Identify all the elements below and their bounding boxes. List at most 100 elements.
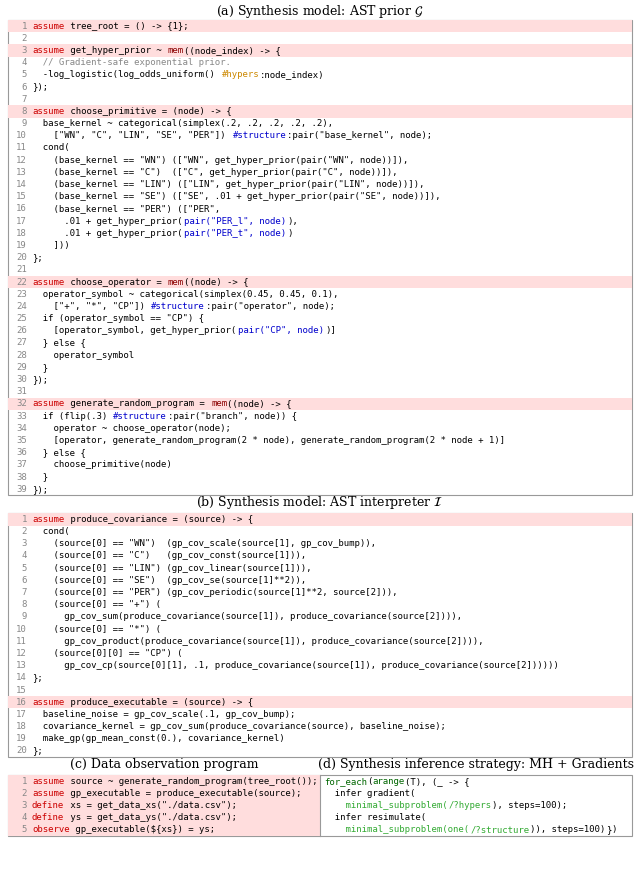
Text: 3: 3 — [22, 46, 27, 55]
Text: /?structure: /?structure — [470, 825, 530, 834]
Text: } else {: } else { — [32, 338, 86, 348]
Text: operator ~ choose_operator(node);: operator ~ choose_operator(node); — [32, 424, 231, 433]
Text: observe: observe — [32, 825, 70, 834]
Text: 13: 13 — [16, 661, 27, 670]
Text: :node_index): :node_index) — [260, 70, 324, 79]
Text: assume: assume — [32, 789, 64, 797]
Text: 15: 15 — [16, 686, 27, 695]
Text: (source[0] == "PER") (gp_cov_periodic(source[1]**2, source[2])),: (source[0] == "PER") (gp_cov_periodic(so… — [32, 588, 397, 597]
Text: 10: 10 — [16, 131, 27, 140]
Text: if (flip(.3): if (flip(.3) — [32, 411, 113, 421]
Text: 10: 10 — [16, 624, 27, 633]
Text: 21: 21 — [16, 265, 27, 275]
Text: #structure: #structure — [152, 301, 205, 311]
Bar — [8, 513, 632, 525]
Text: gp_executable(${xs}) = ys;: gp_executable(${xs}) = ys; — [70, 825, 215, 834]
Text: (source[0] == "WN")  (gp_cov_scale(source[1], gp_cov_bump)),: (source[0] == "WN") (gp_cov_scale(source… — [32, 540, 376, 549]
Text: ])): ])) — [32, 241, 70, 250]
Text: 35: 35 — [16, 436, 27, 445]
Text: (source[0] == "+") (: (source[0] == "+") ( — [32, 600, 161, 609]
Text: gp_executable = produce_executable(source);: gp_executable = produce_executable(sourc… — [65, 789, 301, 797]
Text: 13: 13 — [16, 168, 27, 177]
Text: mem: mem — [168, 277, 184, 286]
Text: source ~ generate_random_program(tree_root());: source ~ generate_random_program(tree_ro… — [65, 777, 317, 786]
Bar — [8, 105, 632, 118]
Text: 23: 23 — [16, 290, 27, 299]
Text: .01 + get_hyper_prior(: .01 + get_hyper_prior( — [32, 217, 182, 226]
Text: operator_symbol: operator_symbol — [32, 351, 134, 359]
Text: choose_operator =: choose_operator = — [65, 277, 166, 286]
Text: generate_random_program =: generate_random_program = — [65, 400, 210, 409]
Text: 7: 7 — [22, 588, 27, 597]
Text: 39: 39 — [16, 484, 27, 493]
Text: 27: 27 — [16, 338, 27, 348]
Bar — [8, 824, 320, 836]
Text: (b) Synthesis model: AST interpreter $\mathcal{I}$: (b) Synthesis model: AST interpreter $\m… — [196, 494, 444, 511]
Text: (: ( — [367, 777, 372, 786]
Text: ((node) -> {: ((node) -> { — [184, 277, 248, 286]
Text: 2: 2 — [22, 527, 27, 536]
Text: [operator, generate_random_program(2 * node), generate_random_program(2 * node +: [operator, generate_random_program(2 * n… — [32, 436, 505, 445]
Bar — [8, 45, 632, 56]
Text: 31: 31 — [16, 387, 27, 396]
Text: cond(: cond( — [32, 527, 70, 536]
Text: 5: 5 — [22, 825, 27, 834]
Text: 26: 26 — [16, 326, 27, 335]
Text: }: } — [606, 825, 611, 834]
Text: };: }; — [32, 673, 43, 682]
Text: (base_kernel == "SE") (["SE", .01 + get_hyper_prior(pair("SE", node))]),: (base_kernel == "SE") (["SE", .01 + get_… — [32, 192, 440, 202]
Text: choose_primitive(node): choose_primitive(node) — [32, 460, 172, 469]
Text: produce_covariance = (source) -> {: produce_covariance = (source) -> { — [65, 515, 253, 524]
Text: (source[0] == "SE")  (gp_cov_se(source[1]**2)),: (source[0] == "SE") (gp_cov_se(source[1]… — [32, 576, 306, 585]
Text: ys = get_data_ys("./data.csv");: ys = get_data_ys("./data.csv"); — [65, 814, 237, 822]
Text: };: }; — [32, 253, 43, 262]
Text: });: }); — [32, 484, 48, 493]
Bar — [8, 775, 320, 788]
Text: 18: 18 — [16, 723, 27, 731]
Text: ),: ), — [287, 217, 298, 226]
Text: 8: 8 — [22, 107, 27, 116]
Text: 37: 37 — [16, 460, 27, 469]
Text: xs = get_data_xs("./data.csv");: xs = get_data_xs("./data.csv"); — [65, 801, 237, 810]
Text: 12: 12 — [16, 649, 27, 658]
Text: 20: 20 — [16, 747, 27, 756]
Text: get_hyper_prior ~: get_hyper_prior ~ — [65, 46, 166, 55]
Text: -log_logistic(log_odds_uniform(): -log_logistic(log_odds_uniform() — [32, 70, 220, 79]
Text: ), steps=100);: ), steps=100); — [492, 801, 568, 810]
Text: (source[0] == "C")   (gp_cov_const(source[1])),: (source[0] == "C") (gp_cov_const(source[… — [32, 551, 306, 560]
Text: });: }); — [32, 375, 48, 384]
Text: 8: 8 — [22, 600, 27, 609]
Text: (source[0][0] == "CP") (: (source[0][0] == "CP") ( — [32, 649, 182, 658]
Text: 28: 28 — [16, 351, 27, 359]
Text: 20: 20 — [16, 253, 27, 262]
Text: (base_kernel == "WN") (["WN", get_hyper_prior(pair("WN", node))]),: (base_kernel == "WN") (["WN", get_hyper_… — [32, 156, 408, 165]
Text: 38: 38 — [16, 473, 27, 482]
Text: (source[0] == "*") (: (source[0] == "*") ( — [32, 624, 161, 633]
Text: #structure: #structure — [233, 131, 287, 140]
Text: 5: 5 — [22, 70, 27, 79]
Text: covariance_kernel = gp_cov_sum(produce_covariance(source), baseline_noise);: covariance_kernel = gp_cov_sum(produce_c… — [32, 723, 446, 731]
Text: assume: assume — [32, 698, 64, 706]
Text: 6: 6 — [22, 83, 27, 92]
Text: mem: mem — [211, 400, 227, 409]
Text: )]: )] — [325, 326, 336, 335]
Text: gp_cov_cp(source[0][1], .1, produce_covariance(source[1]), produce_covariance(so: gp_cov_cp(source[0][1], .1, produce_cova… — [32, 661, 559, 670]
Text: make_gp(gp_mean_const(0.), covariance_kernel): make_gp(gp_mean_const(0.), covariance_ke… — [32, 734, 285, 743]
Text: #hypers: #hypers — [222, 70, 260, 79]
Text: 30: 30 — [16, 375, 27, 384]
Text: 15: 15 — [16, 192, 27, 202]
Text: choose_primitive = (node) -> {: choose_primitive = (node) -> { — [65, 107, 231, 116]
Text: :pair("base_kernel", node);: :pair("base_kernel", node); — [287, 131, 432, 140]
Bar — [8, 775, 632, 836]
Text: // Gradient-safe exponential prior.: // Gradient-safe exponential prior. — [32, 58, 231, 67]
Text: 22: 22 — [16, 277, 27, 286]
Text: 17: 17 — [16, 710, 27, 719]
Bar — [8, 696, 632, 708]
Text: 1: 1 — [22, 21, 27, 30]
Text: infer gradient(: infer gradient( — [324, 789, 415, 797]
Text: 12: 12 — [16, 156, 27, 165]
Bar — [8, 812, 320, 824]
Text: ((node) -> {: ((node) -> { — [227, 400, 292, 409]
Text: cond(: cond( — [32, 144, 70, 153]
Text: ): ) — [287, 228, 292, 238]
